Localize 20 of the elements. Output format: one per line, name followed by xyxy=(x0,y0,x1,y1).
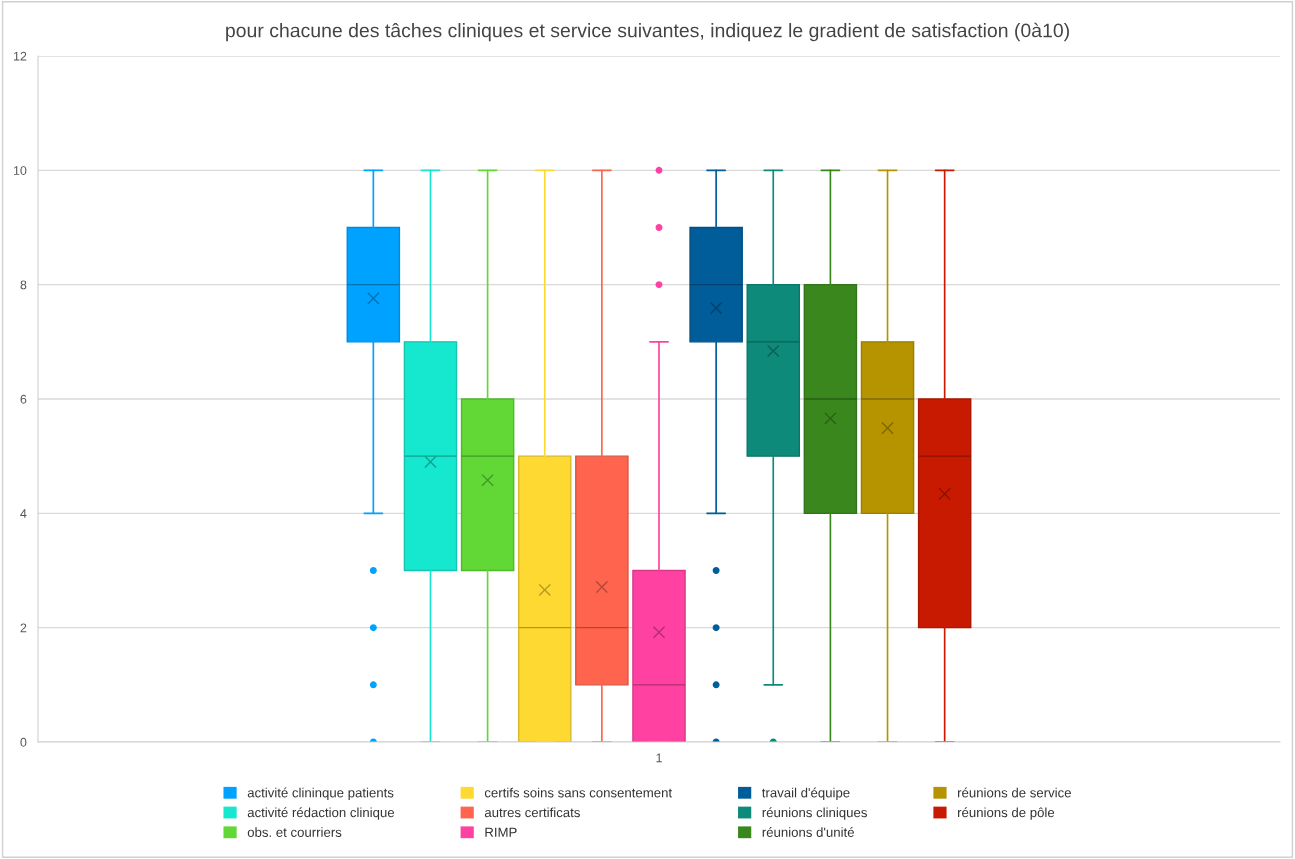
legend-label: RIMP xyxy=(485,827,517,837)
legend-label: travail d'équipe xyxy=(762,787,850,801)
y-tick-label: 6 xyxy=(20,394,27,404)
chart-title: pour chacune des tâches cliniques et service suivantes, indiquez le gradient de satisfaction (0à10) xyxy=(226,22,1069,42)
x-tick-label: 1 xyxy=(656,753,662,763)
y-tick-label: 2 xyxy=(20,623,27,633)
legend-label: réunions de service xyxy=(958,787,1071,798)
legend-label: obs. et courriers xyxy=(247,827,342,837)
y-tick-label: 8 xyxy=(20,280,27,290)
y-tick-label: 12 xyxy=(13,51,27,61)
y-tick-label: 0 xyxy=(20,737,27,747)
y-tick-label: 4 xyxy=(20,509,27,518)
legend-label: réunions d'unité xyxy=(762,827,854,837)
legend-label: activité clininque patients xyxy=(247,787,394,801)
legend-label: certifs soins sans consentement xyxy=(484,787,672,798)
legend-label: réunions cliniques xyxy=(762,807,867,820)
y-tick-label: 10 xyxy=(13,166,27,175)
legend-label: autres certificats xyxy=(484,807,580,818)
legend-label: réunions de pôle xyxy=(958,807,1055,820)
legend-label: activité rédaction clinique xyxy=(247,807,395,820)
